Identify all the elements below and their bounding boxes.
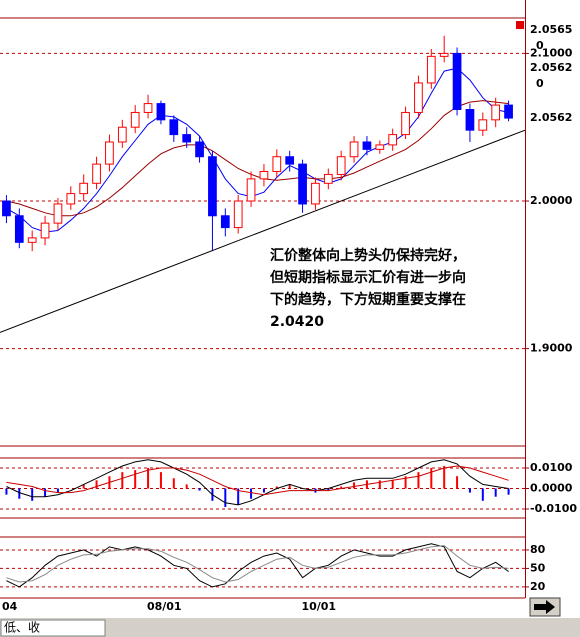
macd-line	[6, 465, 509, 496]
trend-line	[0, 129, 526, 333]
candle-body	[298, 163, 307, 205]
price-readout: 2.0565	[530, 23, 572, 36]
candle-body	[246, 178, 256, 202]
status-bar	[0, 618, 580, 637]
candle-body	[182, 134, 192, 143]
candle-body	[156, 103, 166, 121]
annotation-text: 下的趋势，下方短期重要支撑在	[270, 291, 466, 308]
candle-body	[117, 126, 127, 143]
status-text: 低、收	[4, 621, 40, 635]
scroll-button[interactable]	[529, 597, 561, 617]
candle-body	[14, 215, 24, 243]
oscillator-line	[6, 543, 509, 588]
price-readout: 2.0562	[530, 61, 572, 74]
candle-body	[311, 182, 320, 205]
candle-body	[478, 119, 488, 131]
annotation-text: 但短期指标显示汇价有进一步向	[269, 269, 466, 286]
x-tick-label: 10/01	[301, 600, 336, 613]
candle-body	[79, 182, 89, 195]
candle-body	[40, 222, 50, 239]
candle-body	[2, 200, 11, 217]
candle-body	[169, 119, 179, 136]
arrow-icon	[534, 600, 555, 614]
moving-average	[6, 100, 509, 217]
price-readout: 0	[536, 39, 544, 52]
candle-body	[323, 173, 333, 184]
annotation-box	[266, 242, 522, 332]
candle-body	[130, 111, 140, 128]
candle-body	[233, 200, 243, 229]
price-readout: 0	[536, 77, 544, 90]
y-tick-label: 1.9000	[530, 342, 573, 355]
candle-body	[105, 141, 114, 165]
candle-body	[426, 55, 436, 84]
candle-body	[491, 104, 501, 121]
annotation-text: 2.0420	[270, 314, 324, 330]
candle-body	[66, 193, 76, 205]
marker	[516, 21, 524, 29]
candle-body	[336, 156, 346, 175]
y-tick-label: -0.0100	[530, 502, 577, 515]
candle-body	[220, 215, 230, 229]
candle-body	[439, 52, 449, 57]
candle-body	[208, 156, 217, 217]
y-tick-label: 0.0100	[530, 461, 573, 474]
candle-body	[272, 156, 282, 172]
moving-average	[6, 67, 509, 233]
candle-body	[362, 141, 372, 150]
macd-line	[6, 459, 509, 506]
candle-body	[388, 134, 398, 146]
price-readout: 2.0562	[530, 111, 572, 124]
oscillator-line	[6, 545, 509, 583]
x-tick-label: 04	[2, 600, 18, 613]
status-field	[0, 619, 106, 637]
candle-body	[27, 237, 37, 243]
y-tick-label: 2.1000	[530, 46, 573, 59]
candle-body	[195, 141, 204, 158]
candle-body	[401, 111, 410, 136]
candle-body	[504, 104, 513, 119]
candle-body	[285, 156, 295, 165]
y-tick-label: 2.0000	[530, 194, 573, 207]
candle-body	[349, 141, 359, 158]
candle-body	[465, 109, 475, 131]
x-tick-label: 08/01	[147, 600, 182, 613]
candle-body	[92, 163, 101, 184]
annotation-text: 汇价整体向上势头仍保持完好，	[270, 247, 466, 264]
y-tick-label: 20	[530, 580, 546, 593]
y-tick-label: 50	[530, 561, 546, 574]
candle-body	[259, 170, 269, 180]
y-tick-label: 80	[530, 543, 546, 556]
candle-body	[414, 82, 423, 113]
y-tick-label: 0.0000	[530, 482, 573, 495]
candle-body	[452, 52, 462, 111]
candle-body	[143, 103, 153, 113]
candle-body	[375, 144, 385, 150]
candle-body	[53, 203, 63, 224]
